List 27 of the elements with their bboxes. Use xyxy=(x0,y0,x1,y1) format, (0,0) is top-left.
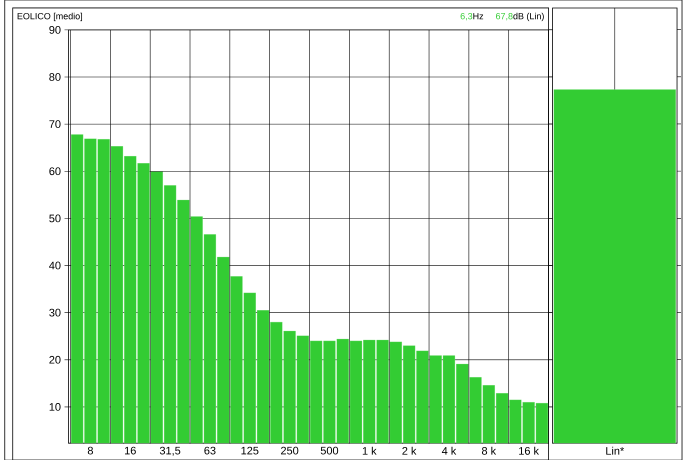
text: dB (Lin) xyxy=(513,12,544,22)
y-tick-label: 90 xyxy=(49,26,61,34)
x-tick-label: 31,5 xyxy=(160,446,180,456)
x-tick-label: 16 k xyxy=(519,446,539,455)
y-tick-label: 30 xyxy=(49,308,61,316)
x-tick-label: 2 k xyxy=(402,446,416,455)
x-tick-label: Lin* xyxy=(606,446,624,455)
x-tick-label: 63 xyxy=(204,446,216,454)
x-tick-label: 8 k xyxy=(482,446,496,455)
chart-title: EOLICO [medio] xyxy=(18,12,82,22)
y-tick-label: 50 xyxy=(49,214,61,222)
x-tick-label: 500 xyxy=(320,446,338,454)
y-tick-label: 40 xyxy=(49,262,61,270)
y-tick-label: 60 xyxy=(49,167,61,176)
x-tick-label: 250 xyxy=(281,446,298,454)
y-tick-label: 70 xyxy=(49,120,61,128)
text: 6,3 xyxy=(460,12,472,20)
y-tick-label: 10 xyxy=(50,402,61,411)
y-tick-label: 80 xyxy=(49,73,61,81)
x-tick-label: 16 xyxy=(124,446,136,454)
x-tick-label: 4 k xyxy=(442,446,456,455)
x-tick-label: 1 k xyxy=(362,446,377,455)
text: Hz xyxy=(473,13,484,20)
x-tick-label: 8 xyxy=(88,446,93,454)
x-tick-label: 125 xyxy=(241,446,258,454)
y-tick-label: 20 xyxy=(49,356,61,364)
text: 67,8 xyxy=(496,12,513,20)
